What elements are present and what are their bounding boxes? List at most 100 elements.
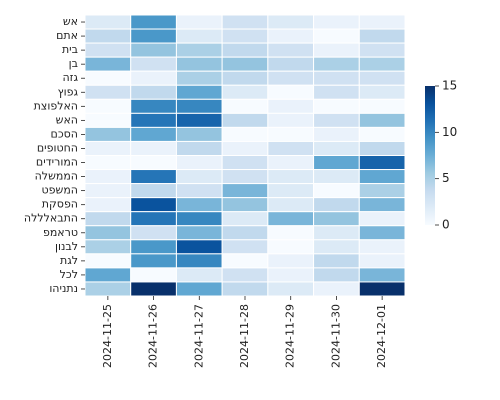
heatmap-cell (358, 225, 406, 241)
y-tick-label: גזה (62, 71, 78, 84)
heatmap-cell (84, 56, 132, 72)
heatmap-cell (130, 126, 177, 142)
heatmap-cells (84, 14, 406, 297)
heatmap-cell (130, 197, 177, 213)
heatmap-cell (175, 225, 223, 241)
y-tick-label: בית (62, 43, 78, 56)
heatmap-cell (175, 56, 223, 72)
heatmap-cell (358, 98, 406, 114)
heatmap-cell (221, 183, 269, 199)
heatmap-cell (221, 281, 269, 297)
heatmap-cell (84, 155, 132, 171)
heatmap-cell (175, 183, 223, 199)
heatmap-cell (130, 56, 177, 72)
heatmap-cell (313, 253, 360, 269)
heatmap-cell (130, 183, 177, 199)
heatmap-cell (84, 28, 132, 44)
heatmap-cell (84, 239, 132, 255)
heatmap-cell (267, 267, 315, 283)
heatmap-cell (84, 84, 132, 100)
heatmap-cell (313, 239, 360, 255)
heatmap-cell (130, 84, 177, 100)
heatmap-cell (84, 42, 132, 58)
heatmap-cell (313, 211, 360, 227)
y-tick-label: גפוץ (58, 85, 79, 98)
heatmap-cell (358, 42, 406, 58)
heatmap-cell (267, 155, 315, 171)
heatmap-cell (221, 225, 269, 241)
heatmap-cell (130, 211, 177, 227)
heatmap-cell (267, 14, 315, 30)
heatmap-cell (221, 56, 269, 72)
heatmap-cell (130, 42, 177, 58)
heatmap-cell (130, 169, 177, 185)
heatmap-cell (313, 140, 360, 156)
heatmap-cell (175, 239, 223, 255)
y-tick-label: החטופים (37, 141, 78, 154)
heatmap-cell (130, 155, 177, 171)
y-tick-label: טראמפ (43, 226, 78, 239)
heatmap-cell (313, 267, 360, 283)
heatmap-cell (313, 155, 360, 171)
heatmap-cell (130, 140, 177, 156)
heatmap-cell (358, 183, 406, 199)
heatmap-cell (84, 169, 132, 185)
heatmap-cell (358, 56, 406, 72)
heatmap-cell (358, 14, 406, 30)
heatmap-cell (130, 98, 177, 114)
heatmap-cell (221, 84, 269, 100)
heatmap-cell (84, 281, 132, 297)
heatmap-cell (130, 281, 177, 297)
heatmap-cell (358, 112, 406, 128)
heatmap-cell (130, 225, 177, 241)
heatmap-cell (221, 98, 269, 114)
heatmap-cell (175, 84, 223, 100)
heatmap-cell (130, 239, 177, 255)
heatmap-cell (130, 267, 177, 283)
heatmap-cell (313, 281, 360, 297)
heatmap-cell (313, 98, 360, 114)
heatmap-cell (84, 14, 132, 30)
heatmap-cell (175, 14, 223, 30)
x-tick-labels: 2024-11-25 2024-11-26 2024-11-27 2024-11-28… (101, 296, 388, 368)
heatmap-cell (267, 98, 315, 114)
heatmap-cell (313, 126, 360, 142)
y-tick-label: הסכם (51, 127, 78, 140)
colorbar-tick-label: 0 (442, 218, 450, 232)
heatmap-cell (358, 155, 406, 171)
heatmap-cell (358, 253, 406, 269)
y-tick-label: לכל (60, 268, 78, 281)
heatmap-cell (84, 267, 132, 283)
heatmap-cell (267, 183, 315, 199)
y-tick-label: אתם (56, 29, 78, 42)
heatmap-cell (358, 84, 406, 100)
x-tick-label: 2024-12-01 (375, 304, 388, 368)
heatmap-cell (84, 183, 132, 199)
heatmap-cell (175, 267, 223, 283)
heatmap-cell (221, 155, 269, 171)
heatmap-cell (175, 126, 223, 142)
heatmap-cell (313, 56, 360, 72)
heatmap-cell (84, 211, 132, 227)
heatmap-cell (267, 56, 315, 72)
heatmap-cell (358, 267, 406, 283)
heatmap-cell (221, 14, 269, 30)
heatmap-cell (267, 197, 315, 213)
heatmap-cell (84, 140, 132, 156)
y-tick-label: המשפט (42, 184, 78, 197)
heatmap-cell (313, 112, 360, 128)
heatmap-cell (84, 225, 132, 241)
heatmap-cell (267, 253, 315, 269)
heatmap-cell (130, 112, 177, 128)
x-tick-label: 2024-11-26 (147, 304, 160, 368)
heatmap-cell (175, 140, 223, 156)
y-tick-label: הממשלה (35, 170, 78, 183)
heatmap-cell (313, 70, 360, 86)
heatmap-cell (175, 28, 223, 44)
colorbar-gradient (425, 86, 435, 225)
y-tick-label: נתניהו (49, 282, 78, 295)
heatmap-cell (175, 169, 223, 185)
heatmap-cell (130, 253, 177, 269)
heatmap-cell (84, 253, 132, 269)
